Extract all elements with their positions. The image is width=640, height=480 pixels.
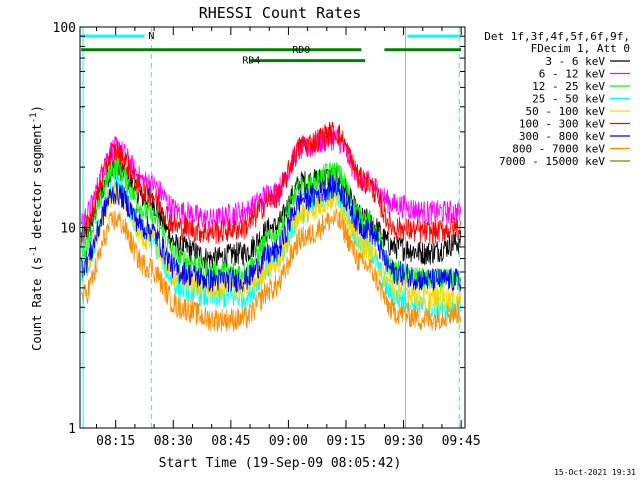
x-tick-label-4: 09:15 <box>326 434 365 449</box>
y-axis: 1 10 100 <box>53 21 465 437</box>
legend-header-line1: Det 1f,3f,4f,5f,6f,9f, <box>484 30 630 43</box>
chart-title: RHESSI Count Rates <box>199 4 362 22</box>
y-tick-label-1: 10 <box>60 222 76 237</box>
x-tick-label-1: 08:30 <box>154 434 193 449</box>
legend-header-line2: FDecim 1, Att 0 <box>531 42 630 55</box>
plot-area: N RD0 RD4 <box>80 27 462 428</box>
y-axis-label: Count Rate (s-1 detector segment-1) <box>29 105 44 351</box>
legend-entry-0: 3 - 6 keV <box>545 55 605 68</box>
series-line-1 <box>80 127 462 231</box>
x-axis: 08:15 08:30 08:45 09:00 09:15 09:30 09:45 <box>96 27 481 449</box>
legend-entry-7: 800 - 7000 keV <box>512 143 605 156</box>
x-tick-label-2: 08:45 <box>211 434 250 449</box>
x-tick-label-0: 08:15 <box>96 434 135 449</box>
legend-entry-3: 25 - 50 keV <box>532 93 605 106</box>
x-tick-label-3: 09:00 <box>269 434 308 449</box>
legend: Det 1f,3f,4f,5f,6f,9f, FDecim 1, Att 0 3… <box>484 30 630 168</box>
annotation-1: RD0 <box>292 45 310 56</box>
series-line-6 <box>80 174 462 293</box>
y-axis-label-sup1: -1 <box>29 246 39 257</box>
legend-entry-5: 100 - 300 keV <box>519 118 605 131</box>
y-tick-label-0: 1 <box>68 422 76 437</box>
legend-entry-2: 12 - 25 keV <box>532 80 605 93</box>
x-tick-label-5: 09:30 <box>384 434 423 449</box>
y-tick-label-2: 100 <box>53 21 76 36</box>
annotation-2: RD4 <box>242 56 260 67</box>
annotation-0: N <box>148 31 154 42</box>
y-axis-label-part1: Count Rate (s <box>30 257 44 351</box>
x-tick-label-6: 09:45 <box>442 434 481 449</box>
series-line-7 <box>80 208 462 332</box>
legend-entry-8: 7000 - 15000 keV <box>499 155 605 168</box>
legend-entry-4: 50 - 100 keV <box>526 105 606 118</box>
y-axis-label-part2: detector segment <box>30 123 44 246</box>
legend-entry-6: 300 - 800 keV <box>519 130 605 143</box>
x-axis-label: Start Time (19-Sep-09 08:05:42) <box>159 456 402 471</box>
y-axis-label-sup2: -1 <box>29 112 39 123</box>
series-line-5 <box>80 121 462 246</box>
footer-date: 15-Oct-2021 19:31 <box>554 468 636 477</box>
legend-entry-1: 6 - 12 keV <box>539 68 606 81</box>
y-axis-label-part3: ) <box>30 105 44 112</box>
